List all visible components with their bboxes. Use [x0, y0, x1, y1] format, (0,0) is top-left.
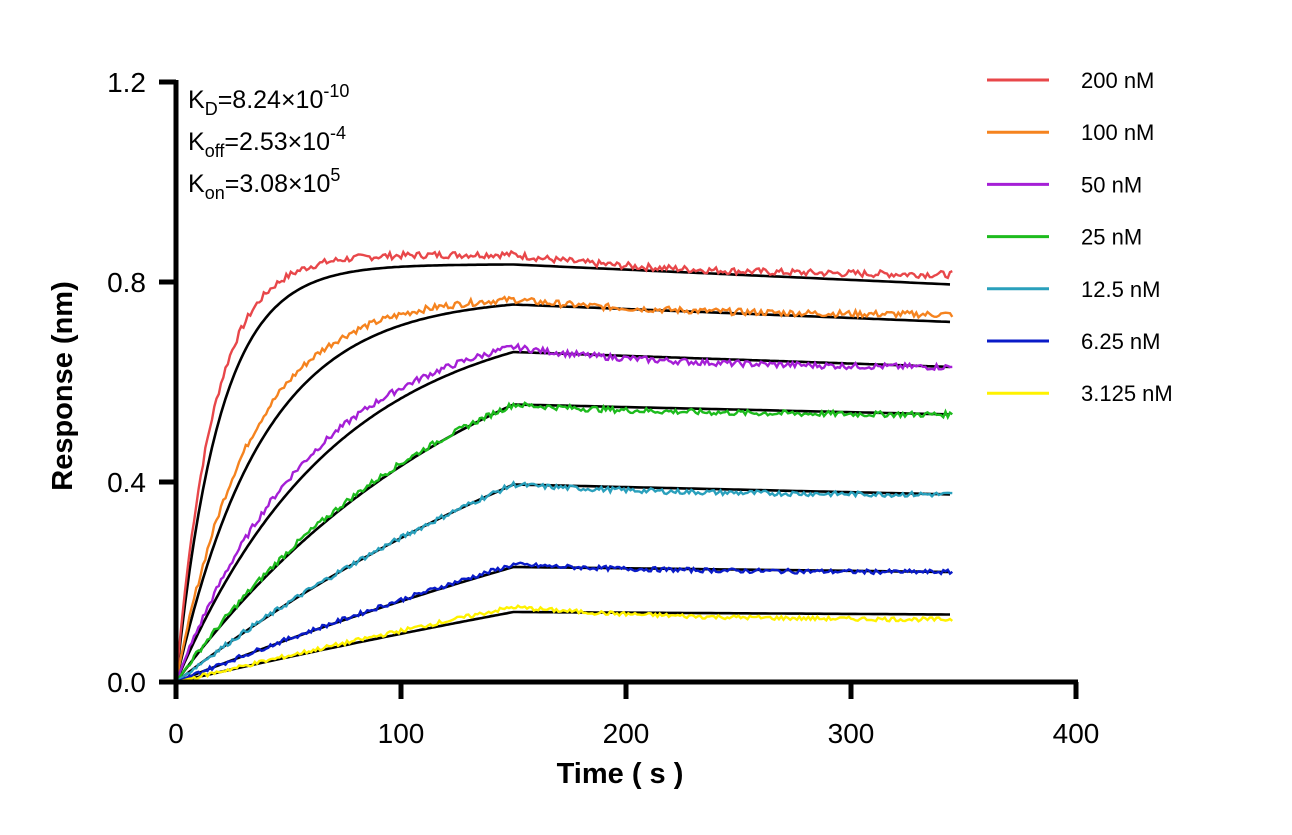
fit-curve-200-nM — [174, 263, 951, 683]
legend-label: 50 nM — [1081, 172, 1142, 197]
x-tick-label: 400 — [1053, 718, 1100, 749]
fit-curve-25-nM — [174, 403, 951, 683]
legend-label: 200 nM — [1081, 68, 1154, 93]
x-ticks: 0 100 200 300 400 — [168, 682, 1099, 749]
legend-label: 25 nM — [1081, 225, 1142, 250]
legend-label: 6.25 nM — [1081, 329, 1161, 354]
legend: 200 nM 100 nM 50 nM 25 nM 12.5 nM 6.25 nM 3.12… — [987, 68, 1173, 406]
kd-annotation: KD=8.24×10-10 — [188, 81, 349, 119]
y-ticks: 0.0 0.4 0.8 1.2 — [107, 67, 176, 698]
fit-curve-3-125-nM — [175, 610, 950, 684]
x-tick-label: 0 — [168, 718, 184, 749]
legend-label: 3.125 nM — [1081, 381, 1173, 406]
kinetic-constants: KD=8.24×10-10 Koff=2.53×10-4 Kon=3.08×10… — [188, 81, 349, 203]
y-tick-label: 1.2 — [107, 67, 146, 98]
x-tick-label: 300 — [828, 718, 875, 749]
y-tick-label: 0.8 — [107, 267, 146, 298]
y-tick-label: 0.0 — [107, 667, 146, 698]
data-curve-100-nM — [174, 295, 954, 683]
x-axis-title: Time ( s ) — [557, 758, 684, 790]
x-tick-label: 200 — [603, 718, 650, 749]
data-curve-12-5-nM — [175, 480, 953, 683]
koff-annotation: Koff=2.53×10-4 — [188, 123, 346, 161]
data-curve-3-125-nM — [175, 604, 954, 684]
x-tick-label: 100 — [378, 718, 425, 749]
y-tick-label: 0.4 — [107, 467, 146, 498]
fit-curve-50-nM — [174, 350, 951, 683]
data-curve-200-nM — [174, 249, 953, 683]
fit-curve-12-5-nM — [175, 483, 951, 684]
data-curve-6-25-nM — [175, 561, 954, 684]
fit-curve-6-25-nM — [175, 565, 951, 684]
data-curve-25-nM — [175, 401, 953, 683]
y-axis-title: Response (nm) — [47, 281, 79, 490]
data-curve-50-nM — [174, 342, 953, 683]
kon-annotation: Kon=3.08×105 — [188, 165, 340, 203]
legend-label: 100 nM — [1081, 120, 1154, 145]
legend-label: 12.5 nM — [1081, 277, 1161, 302]
data-curves — [174, 249, 954, 684]
